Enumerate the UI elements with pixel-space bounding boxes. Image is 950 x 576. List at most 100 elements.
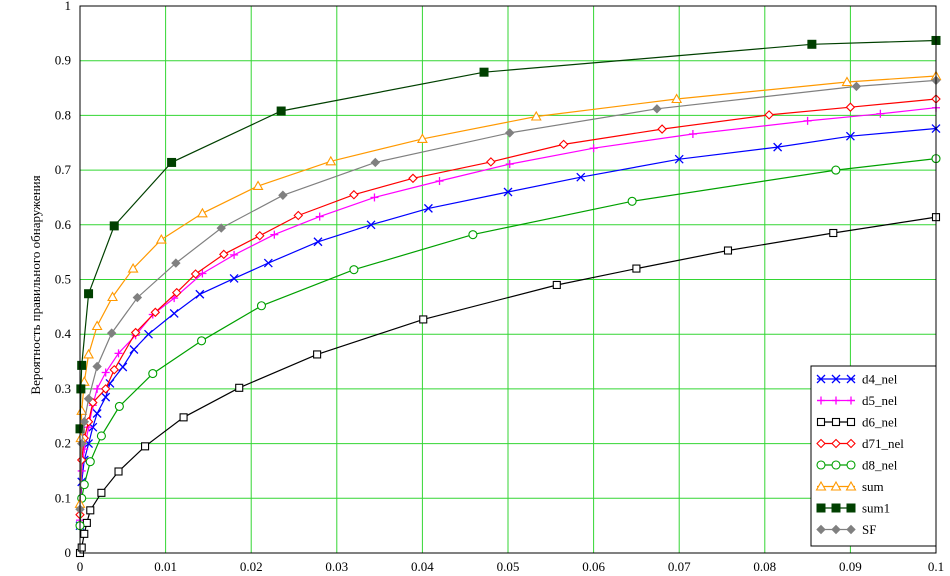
marker-shape: [109, 364, 120, 375]
data-point: [235, 383, 244, 392]
data-point: [845, 102, 856, 112]
x-tick-label: 0.03: [325, 559, 348, 574]
y-tick-label: 0.1: [55, 490, 71, 505]
marker-shape: [130, 327, 141, 338]
marker-shape: [107, 291, 118, 302]
legend-marker: [846, 503, 856, 513]
data-point: [419, 315, 428, 324]
data-point: [486, 157, 496, 167]
data-point: [479, 67, 489, 77]
data-point: [155, 233, 167, 244]
marker-shape: [79, 480, 89, 490]
legend-marker: [831, 374, 841, 384]
marker-stroke: [831, 374, 841, 384]
data-point: [130, 327, 141, 338]
data-point: [76, 405, 88, 415]
data-point: [171, 287, 182, 298]
legend-box: [810, 365, 937, 547]
data-point: [552, 280, 561, 290]
marker-stroke: [129, 345, 139, 354]
marker-shape: [807, 39, 817, 49]
marker-shape: [816, 503, 826, 513]
data-point: [313, 237, 323, 247]
marker-shape: [486, 157, 496, 167]
series-layer: [74, 35, 942, 558]
x-tick-label: 0.07: [668, 559, 691, 574]
marker-shape: [109, 221, 119, 231]
marker-shape: [278, 190, 288, 200]
data-point: [530, 110, 542, 121]
y-tick-label: 0.5: [55, 272, 71, 287]
marker-shape: [325, 155, 337, 166]
data-point: [505, 160, 514, 169]
legend-marker: [846, 524, 856, 535]
data-point: [197, 336, 207, 346]
marker-shape: [167, 157, 177, 167]
marker-shape: [632, 264, 641, 273]
legend-item-d71_nel: d71_nel: [816, 436, 904, 451]
legend-marker: [831, 524, 841, 535]
x-tick-label: 0.1: [928, 559, 944, 574]
legend-item-d5_nel: d5_nel: [817, 393, 898, 408]
data-point: [845, 131, 855, 141]
marker-shape: [76, 384, 86, 394]
legend-item-SF: SF: [816, 522, 876, 537]
data-point: [313, 350, 322, 359]
legend-marker: [817, 396, 825, 405]
marker-shape: [114, 467, 123, 476]
marker-shape: [100, 384, 111, 394]
marker-shape: [76, 405, 88, 415]
marker-stroke: [816, 374, 826, 384]
marker-shape: [408, 173, 418, 184]
marker-shape: [851, 81, 862, 92]
legend-label: d5_nel: [862, 393, 898, 408]
marker-stroke: [101, 392, 111, 402]
marker-shape: [85, 457, 95, 467]
marker-shape: [558, 139, 569, 150]
series-d4_nel: [75, 124, 941, 531]
marker-shape: [479, 67, 489, 77]
data-point: [435, 177, 444, 186]
legend-marker: [816, 524, 826, 535]
data-point: [109, 221, 119, 231]
data-point: [219, 249, 229, 260]
marker-shape: [657, 124, 667, 134]
marker-shape: [764, 110, 774, 120]
marker-shape: [831, 165, 841, 175]
data-point: [831, 165, 841, 175]
data-point: [851, 81, 862, 92]
data-point: [256, 301, 267, 311]
legend-marker: [845, 480, 857, 491]
legend-marker: [830, 480, 842, 491]
x-tick-label: 0.01: [154, 559, 177, 574]
data-point: [118, 362, 128, 372]
marker-shape: [370, 157, 381, 168]
legend-marker: [831, 417, 841, 427]
y-tick-label: 0.7: [55, 162, 72, 177]
data-point: [589, 144, 598, 153]
data-point: [632, 264, 641, 273]
series-line: [79, 98, 937, 515]
marker-shape: [671, 93, 683, 104]
marker-shape: [846, 460, 856, 470]
data-point: [315, 212, 324, 221]
marker-shape: [256, 301, 267, 311]
data-point: [674, 154, 684, 164]
data-point: [114, 467, 123, 476]
marker-stroke: [118, 362, 128, 372]
marker-shape: [831, 438, 841, 449]
marker-shape: [83, 348, 95, 359]
series-d71_nel: [75, 94, 941, 520]
marker-shape: [148, 369, 158, 379]
data-point: [129, 345, 139, 354]
plot-frame: [79, 5, 937, 554]
series-line: [79, 39, 937, 429]
legend-label: d6_nel: [862, 415, 898, 430]
data-point: [278, 190, 288, 200]
legend-marker: [816, 460, 826, 470]
marker-shape: [190, 269, 201, 279]
legend-marker: [816, 374, 826, 384]
data-point: [150, 307, 161, 318]
marker-shape: [652, 104, 662, 114]
data-point: [293, 210, 304, 221]
